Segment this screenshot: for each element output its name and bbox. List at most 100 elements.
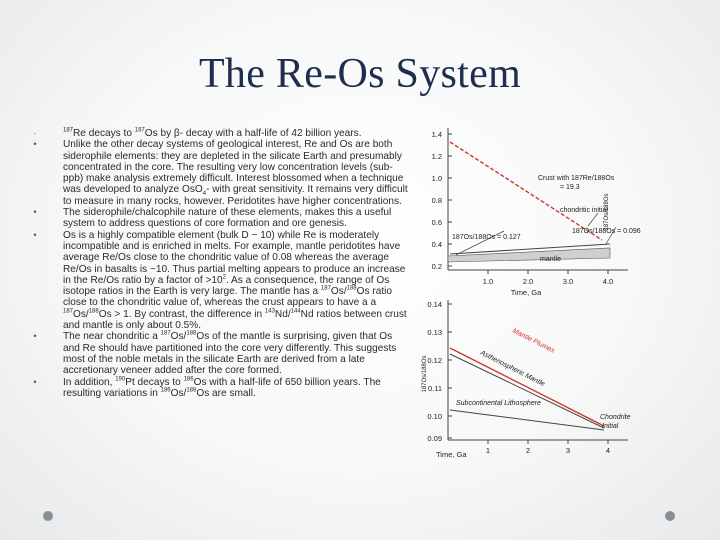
bullet-text: Os/	[73, 308, 89, 320]
bullet-text: 187	[63, 127, 74, 134]
ratio-left-leader	[455, 230, 505, 256]
mantle-band	[447, 247, 611, 263]
bottom-xtick-label: 4	[606, 446, 610, 455]
mantle-plumes-label: Mantle Plumes	[511, 328, 556, 355]
os-evolution-figure: 1.4 1.2 1.0 0.8 0.6 0.4 0.2 1.0 2.0 3.0 …	[420, 122, 696, 460]
bullet-marker: •	[33, 207, 37, 218]
bullet-item: • The near chondritic a 187Os/188Os of th…	[30, 331, 410, 376]
bullet-text: Os of the mantle is surprising, given th…	[63, 331, 397, 377]
bullet-text: 187	[320, 285, 331, 292]
top-xtick-label: 4.0	[603, 277, 613, 286]
subcontinental-lithosphere-line	[449, 409, 605, 431]
bottom-ytick-label: 0.11	[428, 384, 442, 393]
bottom-xtick-label: 2	[526, 446, 530, 455]
top-ytick-label: 1.0	[432, 174, 442, 183]
bullet-item: • In addition, 190Pt decays to 186Os with…	[30, 376, 410, 400]
bullet-marker: •	[33, 331, 37, 342]
bottom-ytick-label: 0.09	[427, 434, 442, 443]
mantle-label: mantle	[540, 256, 561, 263]
ratio-left-label: 187Os/188Os = 0.127	[452, 234, 521, 241]
top-ytick-label: 1.4	[432, 130, 442, 139]
bullet-text: Unlike the other decay systems of geolog…	[63, 139, 404, 196]
subcontinental-lithosphere-label: Subcontinental Lithosphere	[456, 400, 541, 407]
chondritic-initial-label: chondritic initial	[560, 207, 608, 214]
bullet-text: 188	[88, 308, 99, 315]
top-y-axis-label: 187Os/188Os	[604, 193, 610, 230]
top-xtick-label: 2.0	[523, 277, 533, 286]
bullet-text: In addition,	[63, 376, 116, 388]
crust-label-value: = 19.3	[560, 184, 580, 191]
bottom-ytick-label: 0.14	[427, 300, 442, 309]
chondritic-leader	[587, 212, 599, 227]
bullet-text: Re decays to	[73, 128, 135, 139]
bullet-text: - with great sensitivity. It remains ver…	[63, 184, 408, 207]
bullet-marker: •	[33, 139, 37, 150]
bullet-text: Os is a highly compatible element (bulk …	[63, 229, 406, 286]
bullet-text: . As a consequence, the range of Os isot…	[63, 274, 390, 298]
chondritic-line	[449, 243, 611, 255]
top-xtick-label: 3.0	[563, 277, 573, 286]
bullet-text: 188	[186, 330, 197, 337]
ratio-right-leader	[605, 226, 617, 245]
bottom-ytick-label: 0.12	[427, 356, 442, 365]
bullet-text: 144	[290, 308, 301, 315]
chondrite-initial-label: Chondrite	[600, 414, 630, 421]
bottom-x-axis-label: Time, Ga	[436, 450, 467, 459]
bullet-text: 143	[264, 308, 275, 315]
crust-evolution-line	[449, 141, 603, 241]
top-y-ticks	[448, 133, 452, 267]
bottom-xtick-label: 1	[486, 446, 490, 455]
bottom-ytick-label: 0.10	[427, 412, 442, 421]
bullet-marker: •	[33, 376, 37, 387]
bullet-text: 188	[346, 285, 357, 292]
bullet-text: Nd/	[274, 308, 291, 320]
bullet-text: 190	[115, 376, 126, 383]
slide-title: The Re-Os System	[198, 51, 522, 97]
top-ytick-label: 1.2	[432, 152, 442, 161]
asthenospheric-mantle-label: Asthenospheric Mantle	[478, 349, 546, 388]
ratio-right-label: 187Os/188Os = 0.096	[572, 228, 641, 235]
top-ytick-label: 0.6	[432, 218, 442, 227]
top-panel: 1.4 1.2 1.0 0.8 0.6 0.4 0.2 1.0 2.0 3.0 …	[432, 128, 641, 297]
bullet-marker: ·	[33, 128, 37, 138]
bullet-text: 188	[186, 387, 197, 394]
bullet-text: 187	[134, 127, 145, 134]
bullet-item: • Unlike the other decay systems of geolo…	[30, 139, 410, 207]
asthenospheric-mantle-line	[449, 353, 605, 429]
bullet-text: 186	[183, 376, 194, 383]
mantle-plumes-line	[449, 347, 605, 427]
bullet-text: Pt decays to	[125, 376, 184, 388]
bullet-text: 2	[222, 274, 226, 281]
bullet-item: • The siderophile/chalcophile nature of t…	[30, 207, 410, 230]
bullet-text: Os with a half-life of 650 billion years…	[63, 376, 381, 399]
top-ytick-label: 0.2	[432, 262, 442, 271]
nav-dot-right	[665, 511, 675, 521]
top-x-axis-label: Time, Ga	[511, 288, 542, 297]
top-xtick-label: 1.0	[483, 277, 493, 286]
bullet-text: Os/	[330, 286, 347, 298]
os-evolution-svg: 1.4 1.2 1.0 0.8 0.6 0.4 0.2 1.0 2.0 3.0 …	[422, 128, 641, 459]
bottom-y-axis-label: 187Os/188Os	[422, 355, 428, 392]
bullet-text: 4	[202, 191, 207, 198]
bullet-text: The near chondritic a	[63, 331, 161, 343]
chondrite-initial-label-2: Initial	[602, 423, 619, 430]
top-ytick-label: 0.8	[432, 196, 442, 205]
bottom-ytick-label: 0.13	[427, 328, 442, 337]
bullet-item: · 187Re decays to 187Os by β- decay with …	[30, 128, 410, 139]
bottom-xtick-label: 3	[566, 446, 570, 455]
bullet-text: Os by β- decay with a half-life of 42 bi…	[144, 128, 362, 139]
bullet-text: Os are small.	[196, 387, 256, 399]
bullet-text: 187	[160, 330, 171, 337]
bottom-panel: 0.14 0.13 0.12 0.11 0.10 0.09 1 2 3 4 Ti…	[422, 300, 630, 459]
bullet-text: Os > 1. By contrast, the difference in	[98, 308, 265, 320]
bullet-item: • Os is a highly compatible element (bulk…	[30, 230, 410, 332]
top-ytick-label: 0.4	[432, 240, 442, 249]
bullet-list: · 187Re decays to 187Os by β- decay with …	[30, 128, 410, 399]
bullet-text: 186	[160, 387, 171, 394]
bullet-marker: •	[33, 229, 37, 240]
bullet-text: The siderophile/chalcophile nature of th…	[63, 207, 392, 230]
nav-dot-left	[43, 511, 53, 521]
bullet-text: Os ratio close to the chondritic value o…	[63, 286, 392, 309]
bullet-text: Os/	[170, 387, 187, 399]
